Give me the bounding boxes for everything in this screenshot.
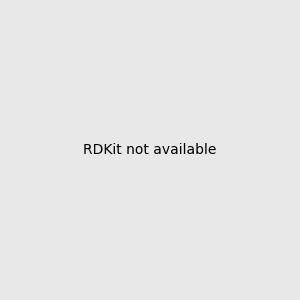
Text: RDKit not available: RDKit not available bbox=[83, 143, 217, 157]
